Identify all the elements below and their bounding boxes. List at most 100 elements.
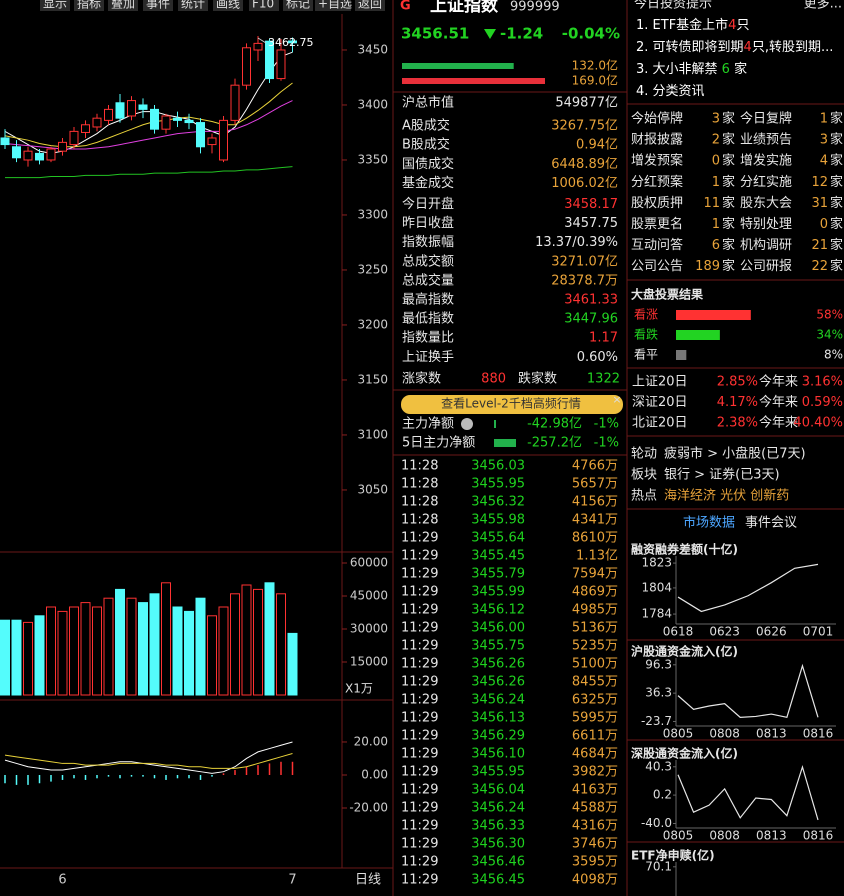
volume-bar	[195, 597, 206, 696]
event-unit: 家	[830, 174, 843, 190]
toolbar-label[interactable]: 叠加	[111, 0, 135, 11]
toolbar-button[interactable]	[249, 0, 279, 11]
toolbar-button[interactable]	[74, 0, 104, 11]
candle-body	[58, 141, 67, 152]
toolbar-button[interactable]	[355, 0, 385, 11]
stat-value: 0.94亿	[576, 138, 618, 153]
vote-bar	[676, 330, 720, 340]
tick-time: 11:29	[401, 585, 438, 600]
tab[interactable]: 事件会议	[745, 516, 797, 531]
stat-value: 3458.17	[564, 197, 618, 212]
tick-volume: 4766万	[572, 459, 618, 474]
candle-body	[276, 49, 286, 80]
flow-pct: -1%	[594, 417, 619, 432]
tick-price: 3456.10	[471, 747, 525, 762]
news-segment: 4. 分类资讯	[636, 84, 705, 99]
volume-bar	[46, 606, 56, 696]
toolbar-label[interactable]: 统计	[181, 0, 205, 11]
change: -1.24	[500, 25, 543, 43]
candle-body	[173, 117, 182, 121]
news-segment: 3. 大小非解禁	[636, 62, 722, 77]
vote-label: 看跌	[634, 327, 658, 342]
candle-body	[127, 100, 136, 117]
news-item[interactable]: 2. 可转债即将到期4只,转股到期...	[636, 40, 833, 55]
stat-value: 0.60%	[577, 350, 618, 365]
volume-bar	[92, 606, 102, 696]
toolbar-button[interactable]	[108, 0, 138, 11]
stat-value: 13.37/0.39%	[535, 235, 618, 250]
candle-body	[242, 47, 251, 86]
toolbar-button[interactable]	[178, 0, 208, 11]
news-segment: 只	[736, 18, 749, 33]
event-label: 分红预案	[631, 174, 683, 190]
candle-body	[265, 40, 274, 80]
toolbar-button[interactable]	[283, 0, 313, 11]
toolbar-button[interactable]	[40, 0, 70, 11]
toolbar-label[interactable]: 标记	[286, 0, 310, 11]
event-count: 3	[820, 133, 828, 148]
rotation-text: 疲弱市 > 小盘股(已7天)	[664, 446, 806, 462]
tick-price: 3455.75	[471, 639, 525, 654]
toolbar-label[interactable]: F10	[252, 0, 274, 11]
news-item[interactable]: 3. 大小非解禁 6 家	[636, 61, 747, 77]
pointer	[257, 37, 267, 44]
stat-value: 3271.07亿	[551, 254, 618, 269]
volume-bar	[161, 582, 171, 696]
more-link[interactable]: 更多...	[804, 0, 842, 12]
y-tick-label: 20.00	[354, 734, 388, 748]
volume-bar	[69, 606, 79, 696]
tick-price: 3455.95	[471, 477, 525, 492]
event-unit: 家	[722, 174, 735, 190]
toolbar-label[interactable]: 画线	[216, 0, 240, 11]
candle-body	[115, 102, 125, 119]
stat-label: 总成交额	[402, 253, 454, 269]
tick-price: 3456.00	[471, 621, 525, 636]
vote-title: 大盘投票结果	[631, 287, 703, 302]
toolbar-label[interactable]: +自选	[318, 0, 352, 11]
stat-value: 28378.7万	[551, 273, 618, 288]
event-count: 4	[820, 154, 828, 169]
tick-time: 11:29	[401, 603, 438, 618]
toolbar-label[interactable]: 指标	[77, 0, 101, 11]
y-tick-label: 45000	[350, 589, 388, 603]
max-label: 3462.75	[268, 36, 314, 49]
toolbar-button[interactable]	[213, 0, 243, 11]
candle-body	[46, 148, 56, 161]
candle-body	[230, 84, 240, 121]
tick-volume: 6611万	[572, 729, 618, 744]
stat-value: 1.17	[589, 331, 618, 346]
y-tick-label: 30000	[350, 622, 388, 636]
toolbar-button[interactable]	[143, 0, 173, 11]
level2-button[interactable]	[401, 395, 623, 414]
stat-value: 3447.96	[564, 312, 618, 327]
toolbar-label[interactable]: 显示	[43, 0, 67, 11]
vote-bar	[676, 310, 751, 320]
info-icon[interactable]	[461, 418, 473, 430]
volume-bar	[218, 606, 229, 696]
event-count: 31	[811, 196, 828, 211]
return-value: 40.40%	[793, 416, 843, 431]
toolbar-button[interactable]	[315, 0, 351, 11]
event-count: 189	[695, 259, 720, 274]
y-tick-label: 3400	[357, 97, 388, 111]
x-tick-label: 6	[58, 873, 66, 888]
y-tick-label: 0.00	[361, 767, 388, 781]
x-tick-label: 0816	[803, 829, 834, 843]
stat-label: 今日开盘	[402, 196, 454, 212]
unit-label: X1万	[345, 682, 373, 696]
tick-volume: 4869万	[572, 585, 618, 600]
tab[interactable]: 市场数据	[683, 515, 735, 531]
news-segment: 只,转股到期...	[752, 40, 834, 55]
y-tick-label: 1823	[641, 556, 672, 570]
close-icon[interactable]: ×	[612, 393, 621, 406]
x-tick-label: 0805	[663, 727, 694, 741]
toolbar-label[interactable]: 返回	[358, 0, 382, 11]
x-tick-label: 0623	[709, 625, 740, 639]
toolbar-label[interactable]: 事件	[146, 0, 170, 11]
news-item[interactable]: 1. ETF基金上市4只	[636, 17, 749, 33]
tick-price: 3456.24	[471, 801, 525, 816]
news-item[interactable]: 4. 分类资讯	[636, 84, 705, 99]
event-label: 股票更名	[631, 216, 683, 232]
rotation-text: 银行 > 证券(已3天)	[664, 467, 780, 483]
level2-label[interactable]: 查看Level-2千档高频行情	[441, 396, 581, 411]
